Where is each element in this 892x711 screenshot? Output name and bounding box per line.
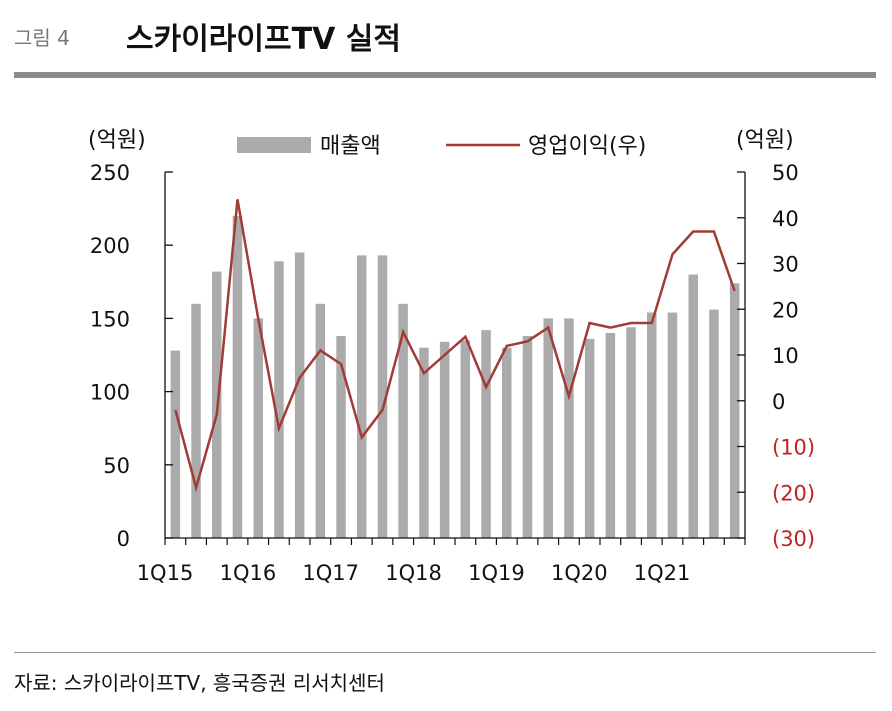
bar-1Q18 bbox=[419, 347, 429, 538]
bar-1Q20 bbox=[584, 338, 595, 538]
x-tick-label: 1Q15 bbox=[137, 561, 194, 585]
right-axis-tick-labels: 50 40 30 20 10 0 (10) (20) (30) bbox=[772, 161, 815, 551]
left-tick-label: 100 bbox=[90, 381, 130, 405]
figure-number: 그림 4 bbox=[14, 26, 70, 50]
bar-4Q16 bbox=[315, 303, 326, 538]
title-divider bbox=[14, 72, 876, 78]
left-axis-tick-labels: 250 200 150 100 50 0 bbox=[90, 161, 130, 551]
legend: 매출액 영업이익(우) bbox=[237, 134, 646, 159]
legend-swatch-bar bbox=[237, 137, 311, 153]
x-tick-label: 1Q18 bbox=[385, 561, 442, 585]
right-tick-label: 40 bbox=[772, 207, 799, 231]
bar-3Q20 bbox=[626, 327, 636, 538]
right-tick-label: 20 bbox=[772, 298, 799, 322]
right-tick-label: 0 bbox=[772, 390, 785, 414]
bar-4Q20 bbox=[647, 312, 657, 538]
bar-1Q19 bbox=[502, 347, 512, 538]
bar-1Q21 bbox=[667, 312, 678, 538]
bar-series-revenue bbox=[170, 215, 740, 538]
left-tick-label: 250 bbox=[90, 161, 130, 185]
x-tick-label: 1Q17 bbox=[302, 561, 359, 585]
bar-4Q15 bbox=[232, 215, 243, 538]
right-tick-label: (30) bbox=[772, 527, 815, 551]
bar-2Q15 bbox=[191, 303, 201, 538]
bar-3Q17 bbox=[377, 255, 388, 538]
source-divider bbox=[14, 652, 876, 653]
legend-label-revenue: 매출액 bbox=[320, 134, 381, 159]
bar-3Q19 bbox=[543, 318, 553, 538]
chart-title: 스카이라이프TV 실적 bbox=[126, 22, 401, 57]
x-tick-label: 1Q21 bbox=[634, 561, 691, 585]
left-tick-label: 150 bbox=[90, 307, 130, 331]
left-tick-label: 0 bbox=[117, 527, 130, 551]
bar-1Q15 bbox=[170, 350, 181, 538]
bar-1Q16 bbox=[253, 318, 263, 538]
legend-label-operating-profit: 영업이익(우) bbox=[528, 134, 646, 159]
left-tick-label: 200 bbox=[90, 234, 130, 258]
bar-4Q18 bbox=[481, 330, 491, 538]
source-note: 자료: 스카이라이프TV, 흥국증권 리서치센터 bbox=[14, 671, 385, 695]
left-tick-label: 50 bbox=[103, 454, 130, 478]
bar-2Q19 bbox=[522, 336, 533, 538]
bar-2Q17 bbox=[357, 255, 367, 538]
bar-2Q16 bbox=[274, 261, 284, 538]
right-tick-label: 30 bbox=[772, 253, 799, 277]
bar-1Q17 bbox=[336, 336, 346, 538]
right-tick-label: (10) bbox=[772, 436, 815, 460]
bar-2Q18 bbox=[439, 341, 450, 538]
bar-4Q17 bbox=[398, 303, 408, 538]
right-tick-label: 10 bbox=[772, 344, 799, 368]
right-tick-label: (20) bbox=[772, 481, 815, 505]
right-tick-label: 50 bbox=[772, 161, 799, 185]
bar-3Q21 bbox=[709, 309, 719, 538]
line-series-operating-profit bbox=[174, 199, 736, 493]
bar-4Q21 bbox=[729, 283, 740, 538]
x-tick-label: 1Q16 bbox=[220, 561, 277, 585]
right-axis-unit: (억원) bbox=[736, 128, 794, 153]
bar-3Q18 bbox=[460, 340, 471, 538]
chart-axes bbox=[164, 171, 746, 545]
bar-2Q21 bbox=[688, 274, 698, 538]
left-axis-unit: (억원) bbox=[88, 128, 146, 153]
x-tick-label: 1Q19 bbox=[468, 561, 525, 585]
x-axis-tick-labels: 1Q15 1Q16 1Q17 1Q18 1Q19 1Q20 1Q21 bbox=[137, 561, 691, 585]
bar-4Q19 bbox=[564, 318, 574, 538]
x-tick-label: 1Q20 bbox=[551, 561, 608, 585]
bar-3Q16 bbox=[294, 252, 305, 538]
bar-2Q20 bbox=[605, 333, 616, 538]
